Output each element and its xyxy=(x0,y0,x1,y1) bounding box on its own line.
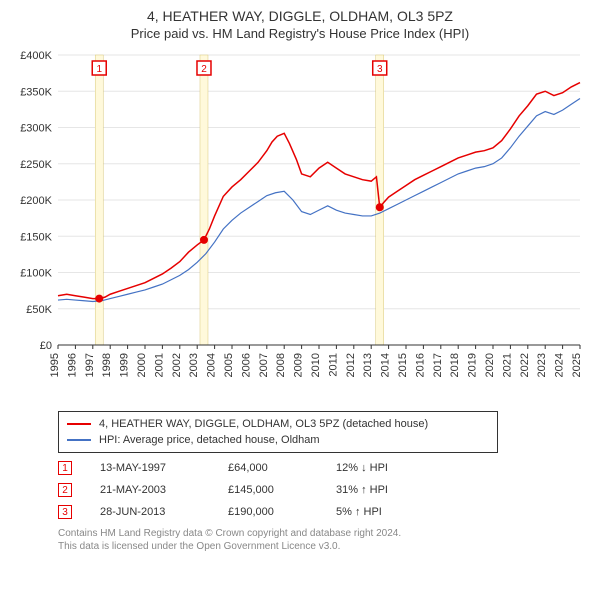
svg-text:2014: 2014 xyxy=(380,353,392,377)
event-marker-box: 3 xyxy=(58,505,72,519)
svg-text:£100K: £100K xyxy=(20,268,52,280)
event-row: 3 28-JUN-2013 £190,000 5% ↑ HPI xyxy=(58,505,580,519)
svg-text:2018: 2018 xyxy=(449,353,461,377)
svg-text:2: 2 xyxy=(201,64,207,75)
legend-label-blue: HPI: Average price, detached house, Oldh… xyxy=(99,432,320,448)
svg-text:2005: 2005 xyxy=(223,353,235,377)
svg-text:£50K: £50K xyxy=(26,304,52,316)
svg-text:1: 1 xyxy=(96,64,102,75)
svg-text:£200K: £200K xyxy=(20,195,52,207)
svg-text:£400K: £400K xyxy=(20,50,52,62)
chart-title: 4, HEATHER WAY, DIGGLE, OLDHAM, OL3 5PZ xyxy=(10,8,590,24)
svg-text:2024: 2024 xyxy=(554,353,566,377)
svg-text:2019: 2019 xyxy=(467,353,479,377)
svg-text:2020: 2020 xyxy=(484,353,496,377)
event-marker-box: 1 xyxy=(58,461,72,475)
svg-text:1995: 1995 xyxy=(49,353,61,377)
svg-text:£300K: £300K xyxy=(20,123,52,135)
event-date: 28-JUN-2013 xyxy=(100,506,200,518)
event-date: 13-MAY-1997 xyxy=(100,462,200,474)
svg-text:2002: 2002 xyxy=(171,353,183,377)
svg-text:1998: 1998 xyxy=(101,353,113,377)
event-price: £64,000 xyxy=(228,462,308,474)
svg-text:2010: 2010 xyxy=(310,353,322,377)
svg-text:2022: 2022 xyxy=(519,353,531,377)
svg-text:2006: 2006 xyxy=(240,353,252,377)
svg-text:2000: 2000 xyxy=(136,353,148,377)
svg-text:£250K: £250K xyxy=(20,159,52,171)
event-hpi: 5% ↑ HPI xyxy=(336,506,426,518)
svg-text:2016: 2016 xyxy=(414,353,426,377)
svg-text:2004: 2004 xyxy=(206,353,218,377)
svg-text:2007: 2007 xyxy=(258,353,270,377)
event-row: 1 13-MAY-1997 £64,000 12% ↓ HPI xyxy=(58,461,580,475)
svg-text:2008: 2008 xyxy=(275,353,287,377)
svg-text:£350K: £350K xyxy=(20,86,52,98)
footer-line2: This data is licensed under the Open Gov… xyxy=(58,540,580,553)
svg-text:2003: 2003 xyxy=(188,353,200,377)
chart-area: £0 £50K £100K £150K £200K £250K £300K £350K £400… xyxy=(10,45,590,405)
events-table: 1 13-MAY-1997 £64,000 12% ↓ HPI 2 21-MAY-2003… xyxy=(58,461,580,519)
legend-item-red: 4, HEATHER WAY, DIGGLE, OLDHAM, OL3 5PZ … xyxy=(67,416,489,432)
footer: Contains HM Land Registry data © Crown c… xyxy=(58,527,580,553)
svg-text:2015: 2015 xyxy=(397,353,409,377)
svg-text:2017: 2017 xyxy=(432,353,444,377)
legend-swatch-red xyxy=(67,423,91,425)
svg-text:2021: 2021 xyxy=(501,353,513,377)
line-chart: £0 £50K £100K £150K £200K £250K £300K £350K £400… xyxy=(10,45,590,405)
svg-text:£150K: £150K xyxy=(20,231,52,243)
chart-subtitle: Price paid vs. HM Land Registry's House … xyxy=(10,26,590,41)
svg-text:2012: 2012 xyxy=(345,353,357,377)
svg-text:2013: 2013 xyxy=(362,353,374,377)
event-price: £145,000 xyxy=(228,484,308,496)
svg-text:2025: 2025 xyxy=(571,353,583,377)
svg-text:3: 3 xyxy=(377,64,383,75)
svg-text:1999: 1999 xyxy=(119,353,131,377)
event-hpi: 12% ↓ HPI xyxy=(336,462,426,474)
svg-text:1997: 1997 xyxy=(84,353,96,377)
legend-label-red: 4, HEATHER WAY, DIGGLE, OLDHAM, OL3 5PZ … xyxy=(99,416,428,432)
svg-text:£0: £0 xyxy=(40,340,52,352)
event-price: £190,000 xyxy=(228,506,308,518)
legend: 4, HEATHER WAY, DIGGLE, OLDHAM, OL3 5PZ … xyxy=(58,411,498,453)
legend-swatch-blue xyxy=(67,439,91,441)
event-marker-box: 2 xyxy=(58,483,72,497)
legend-item-blue: HPI: Average price, detached house, Oldh… xyxy=(67,432,489,448)
svg-text:1996: 1996 xyxy=(66,353,78,377)
svg-text:2009: 2009 xyxy=(293,353,305,377)
svg-text:2011: 2011 xyxy=(327,353,339,377)
event-hpi: 31% ↑ HPI xyxy=(336,484,426,496)
event-row: 2 21-MAY-2003 £145,000 31% ↑ HPI xyxy=(58,483,580,497)
svg-text:2023: 2023 xyxy=(536,353,548,377)
svg-text:2001: 2001 xyxy=(153,353,165,377)
footer-line1: Contains HM Land Registry data © Crown c… xyxy=(58,527,580,540)
event-date: 21-MAY-2003 xyxy=(100,484,200,496)
